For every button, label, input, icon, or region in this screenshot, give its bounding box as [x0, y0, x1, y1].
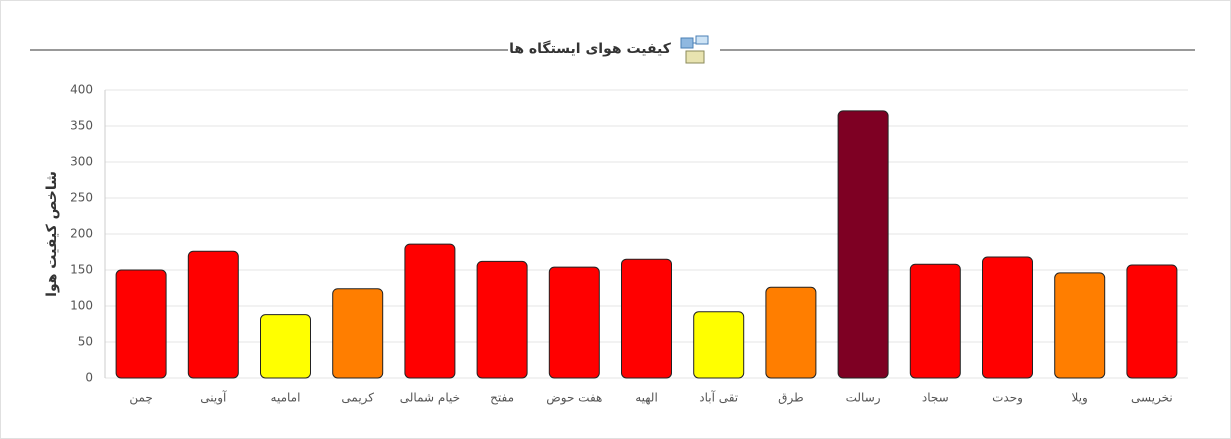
bar — [909, 263, 961, 379]
x-tick-label: الهیه — [635, 391, 658, 405]
y-tick-label: 100 — [70, 299, 93, 313]
bar — [476, 260, 528, 379]
x-tick-label: امامیه — [271, 391, 301, 405]
bar — [1126, 264, 1178, 379]
bar — [332, 288, 384, 379]
x-tick-label: نخریسی — [1131, 391, 1173, 406]
x-tick-label: طرق — [778, 391, 803, 406]
y-axis-label: شاخص کیفیت هوا — [44, 171, 60, 297]
bar — [693, 311, 745, 379]
y-tick-label: 350 — [70, 119, 93, 133]
bar — [1054, 272, 1106, 379]
bar — [115, 269, 167, 379]
bar — [404, 243, 456, 379]
x-tick-label: ویلا — [1072, 391, 1088, 406]
bar — [260, 314, 311, 379]
chart-title: کیفیت هوای ایستگاه ها — [509, 40, 672, 57]
bar — [837, 110, 889, 379]
y-tick-label: 300 — [70, 155, 93, 169]
title-icon — [680, 35, 709, 64]
y-tick-label: 150 — [70, 263, 93, 277]
x-tick-label: هفت حوض — [546, 391, 602, 406]
x-tick-label: آوینی — [200, 390, 227, 406]
x-tick-label: سجاد — [922, 391, 949, 405]
bar — [982, 256, 1033, 379]
y-tick-label: 400 — [70, 83, 93, 97]
y-tick-label: 250 — [70, 191, 93, 205]
x-tick-label: مفتح — [490, 391, 514, 405]
x-tick-label: کریمی — [341, 391, 374, 406]
bar — [765, 286, 817, 379]
bar — [187, 250, 239, 379]
x-tick-label: رسالت — [846, 391, 881, 406]
x-tick-label: تقی آباد — [699, 390, 738, 405]
y-tick-label: 50 — [78, 335, 93, 349]
x-tick-label: وحدت — [992, 391, 1023, 406]
x-tick-label: چمن — [129, 391, 153, 406]
y-tick-label: 0 — [85, 371, 93, 385]
x-tick-label: خیام شمالی — [400, 391, 460, 405]
bar — [548, 266, 600, 379]
y-tick-label: 200 — [70, 227, 93, 241]
bar — [621, 258, 672, 379]
